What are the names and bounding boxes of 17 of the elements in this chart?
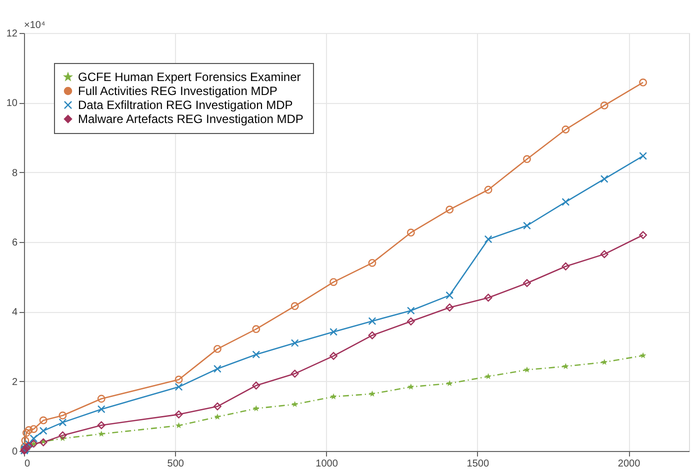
y-tick-label: 10	[6, 98, 18, 110]
y-tick-label: 0	[12, 446, 18, 458]
x-tick-label: 500	[167, 458, 184, 470]
x-tick-label: 0	[24, 458, 30, 470]
y-tick-label: 2	[12, 376, 18, 388]
x-tick-label: 1500	[466, 458, 490, 470]
legend-label: GCFE Human Expert Forensics Examiner	[78, 70, 301, 84]
legend-label: Data Exfiltration REG Investigation MDP	[78, 98, 293, 112]
legend-label: Full Activities REG Investigation MDP	[78, 84, 278, 98]
y-tick-label: 6	[12, 238, 18, 248]
text: ×10⁴	[24, 20, 46, 31]
x-tick-label: 2000	[618, 458, 641, 470]
y-tick-label: 8	[12, 168, 18, 179]
legend-label: Malware Artefacts REG Investigation MDP	[78, 112, 304, 126]
y-tick-label: 12	[6, 28, 18, 40]
x-tick-label: 1000	[316, 458, 338, 470]
y-tick-label: 4	[12, 307, 18, 318]
